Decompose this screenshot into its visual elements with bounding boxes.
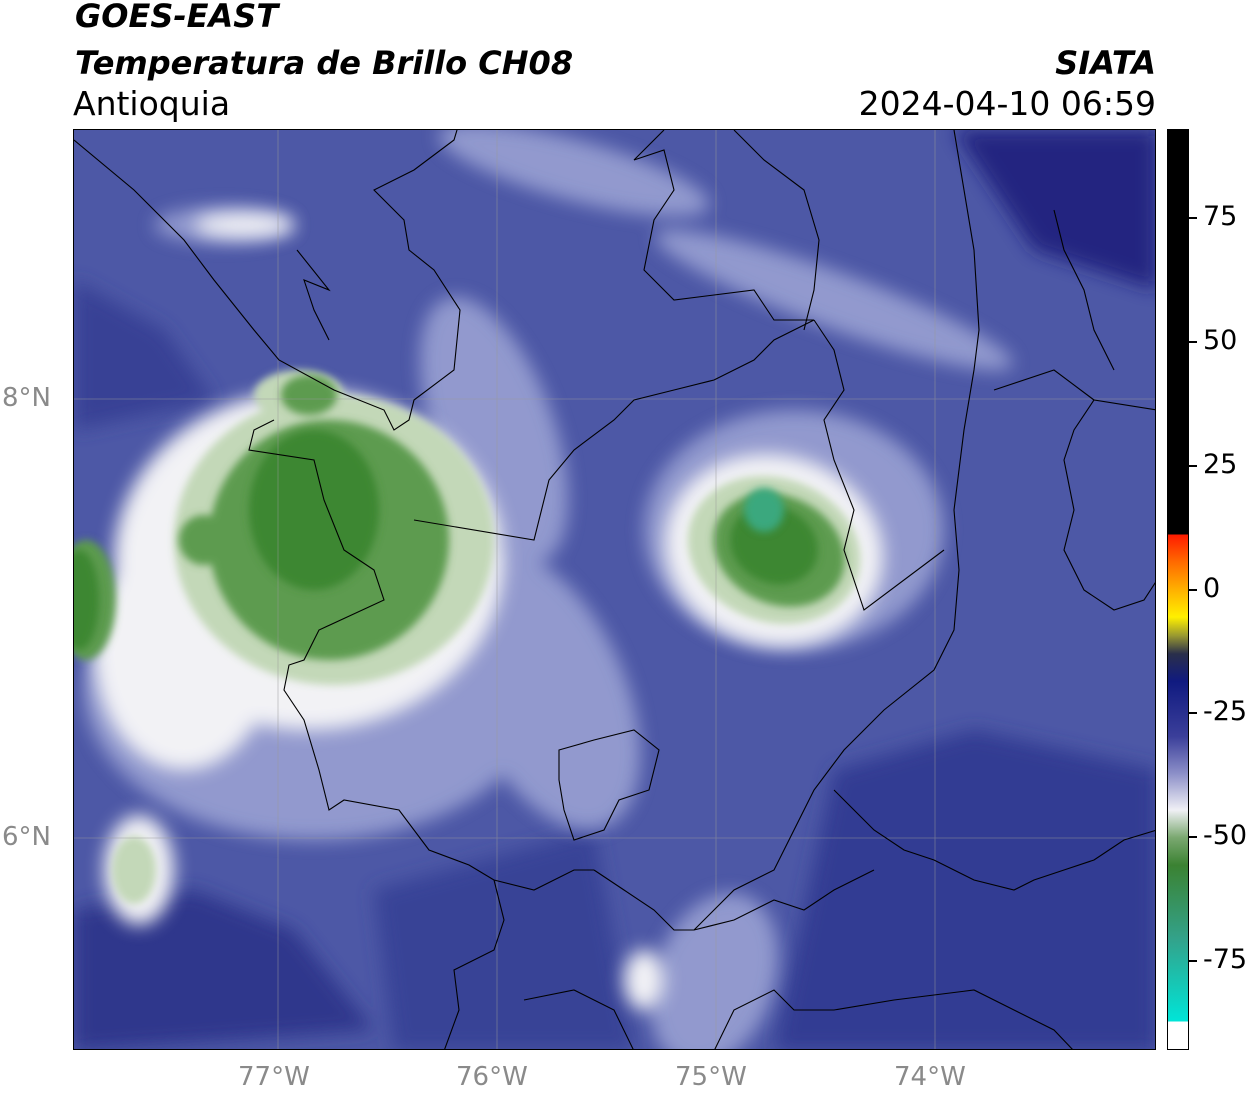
lon-label-74w: 74°W [894,1062,966,1092]
colorbar-tick-mark [1189,959,1197,962]
dark-green-cores [74,430,818,650]
teal-coldest-core [744,488,784,532]
temperature-colorbar [1167,129,1189,1050]
colorbar-tick-mark [1189,217,1197,220]
colorbar-tick-mark [1189,836,1197,839]
agency-label: SIATA [1055,44,1156,82]
colorbar-tick-label: 75 [1203,201,1238,233]
administrative-boundaries [74,130,1155,1049]
graticule [74,130,1155,1049]
lat-label-6n: 6°N [2,822,51,852]
colorbar-tick-mark [1189,464,1197,467]
product-title: Temperatura de Brillo CH08 [75,44,574,82]
colorbar-tick-label: 25 [1203,448,1238,480]
colorbar-tick-label: 50 [1203,324,1238,356]
cold-dark-areas [74,130,1155,1049]
colorbar-tick-label: -50 [1203,820,1248,852]
colorbar-tick-label: -75 [1203,943,1248,975]
satellite-title: GOES-EAST [75,0,279,35]
colorbar-tick-mark [1189,712,1197,715]
region-label: Antioquia [73,84,231,123]
colorbar-tick-mark [1189,588,1197,591]
lon-label-76w: 76°W [456,1062,528,1092]
colorbar-tick-mark [1189,340,1197,343]
colorbar-tick-label: -25 [1203,696,1248,728]
colorbar-tick-label: 0 [1203,572,1221,604]
lon-label-75w: 75°W [675,1062,747,1092]
brightness-temperature-map [73,129,1156,1050]
lat-label-8n: 8°N [2,383,51,413]
lon-label-77w: 77°W [238,1062,310,1092]
datetime-label: 2024-04-10 06:59 [858,84,1156,123]
